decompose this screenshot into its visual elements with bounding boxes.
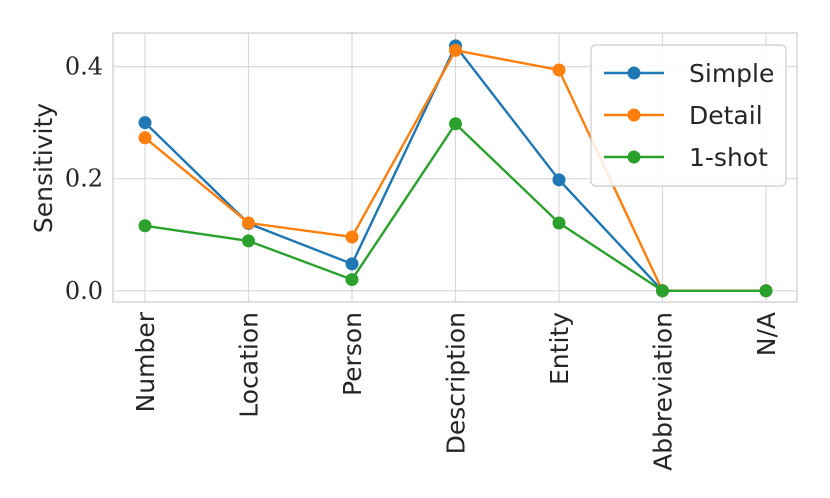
series-1-shot [138, 117, 773, 298]
legend-marker [627, 108, 641, 122]
y-tick-label: 0.2 [65, 165, 103, 193]
data-point [138, 131, 152, 145]
data-point [552, 216, 566, 230]
legend-label: 1-shot [689, 143, 768, 172]
x-ticks: Number Location Person Description Entity Abb… [131, 311, 781, 471]
data-point [345, 273, 359, 287]
x-tick-label: Number [131, 311, 160, 412]
legend-box [590, 44, 787, 187]
x-tick-label: Location [235, 312, 264, 418]
data-point [138, 116, 152, 130]
data-point [759, 284, 773, 298]
y-axis-label: Sensitivity [29, 103, 58, 233]
series-layer [138, 39, 773, 298]
data-point [242, 234, 255, 248]
data-point [552, 173, 566, 187]
legend: Simple Detail 1-shot [590, 44, 787, 187]
legend-marker [627, 66, 641, 80]
data-point [242, 216, 255, 230]
data-point [345, 230, 359, 244]
y-tick-label: 0.0 [65, 277, 103, 305]
legend-label: Detail [689, 101, 763, 130]
data-point [138, 219, 152, 233]
data-point [656, 284, 669, 298]
legend-label: Simple [689, 59, 774, 88]
data-point [345, 257, 359, 271]
x-tick-label: Description [442, 312, 471, 454]
data-point [449, 117, 462, 131]
x-tick-label: Person [338, 312, 367, 396]
x-tick-label: Entity [545, 312, 574, 385]
data-point [449, 43, 462, 57]
data-point [552, 63, 566, 77]
y-tick-label: 0.4 [65, 53, 103, 81]
x-tick-label: Abbreviation [649, 312, 678, 471]
x-tick-label: N/A [752, 312, 781, 356]
legend-marker [627, 150, 641, 164]
plot-area [112, 32, 798, 303]
y-ticks: 0.0 0.2 0.4 [65, 53, 103, 305]
